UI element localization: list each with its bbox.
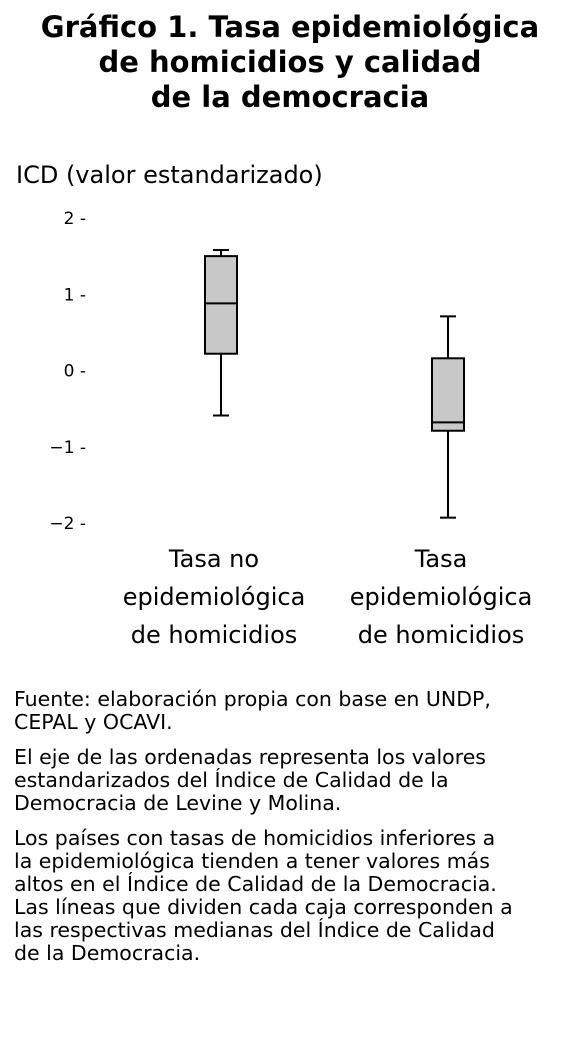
y-tick-label: 0 - [64,362,86,382]
chart-title-line: Gráfico 1. Tasa epidemiológica [40,10,540,44]
x-axis-labels: Tasa no epidemiológica de homicidios Tasa ep… [123,545,533,649]
note-line: estandarizados del Índice de Calidad de … [14,768,449,792]
note-line: CEPAL y OCAVI. [14,710,173,734]
chart-title-line: de homicidios y calidad [98,45,482,79]
y-tick-label: 1 - [64,285,86,305]
chart-title-line: de la democracia [150,80,430,114]
note-line: altos en el Índice de Calidad de la Demo… [14,872,497,896]
chart-title: Gráfico 1. Tasa epidemiológica de homici… [0,10,580,115]
note-line: las respectivas medianas del Índice de C… [14,918,495,942]
source-note: Fuente: elaboración propia con base en U… [14,688,574,734]
x-category-label-line: Tasa [414,545,468,573]
x-category-label-line: Tasa no [168,545,259,573]
note-line: Democracia de Levine y Molina. [14,791,342,815]
y-tick-label: −1 - [49,438,86,458]
note-line: Fuente: elaboración propia con base en U… [14,687,491,711]
note-line: la epidemiológica tienden a tener valore… [14,849,490,873]
box-series [204,249,465,519]
y-tick-label: −2 - [49,514,86,534]
axis-note: El eje de las ordenadas representa los v… [14,746,574,815]
box-plot-item [431,315,465,519]
note-line: El eje de las ordenadas representa los v… [14,745,486,769]
x-category-label-line: de homicidios [358,621,525,649]
x-category-label: Tasa no epidemiológica de homicidios [123,545,306,649]
x-category-label-line: epidemiológica [350,583,533,611]
x-category-label-line: epidemiológica [123,583,306,611]
x-category-label-line: de homicidios [131,621,298,649]
note-line: Las líneas que dividen cada caja corresp… [14,895,513,919]
interquartile-box [204,255,238,355]
note-line: Los países con tasas de homicidios infer… [14,826,496,850]
notes-block: Fuente: elaboración propia con base en U… [14,688,574,965]
y-axis-label: ICD (valor estandarizado) [16,161,323,189]
y-axis-ticks: 2 - 1 - 0 - −1 - −2 - [49,209,86,534]
interpretation-note: Los países con tasas de homicidios infer… [14,827,574,965]
box-plot-item [204,249,238,417]
note-line: de la Democracia. [14,941,201,965]
x-category-label: Tasa epidemiológica de homicidios [350,545,533,649]
interquartile-box [431,357,465,432]
box-plot-chart: ICD (valor estandarizado) 2 - 1 - 0 - −1 - −… [16,161,533,649]
y-tick-label: 2 - [64,209,86,229]
